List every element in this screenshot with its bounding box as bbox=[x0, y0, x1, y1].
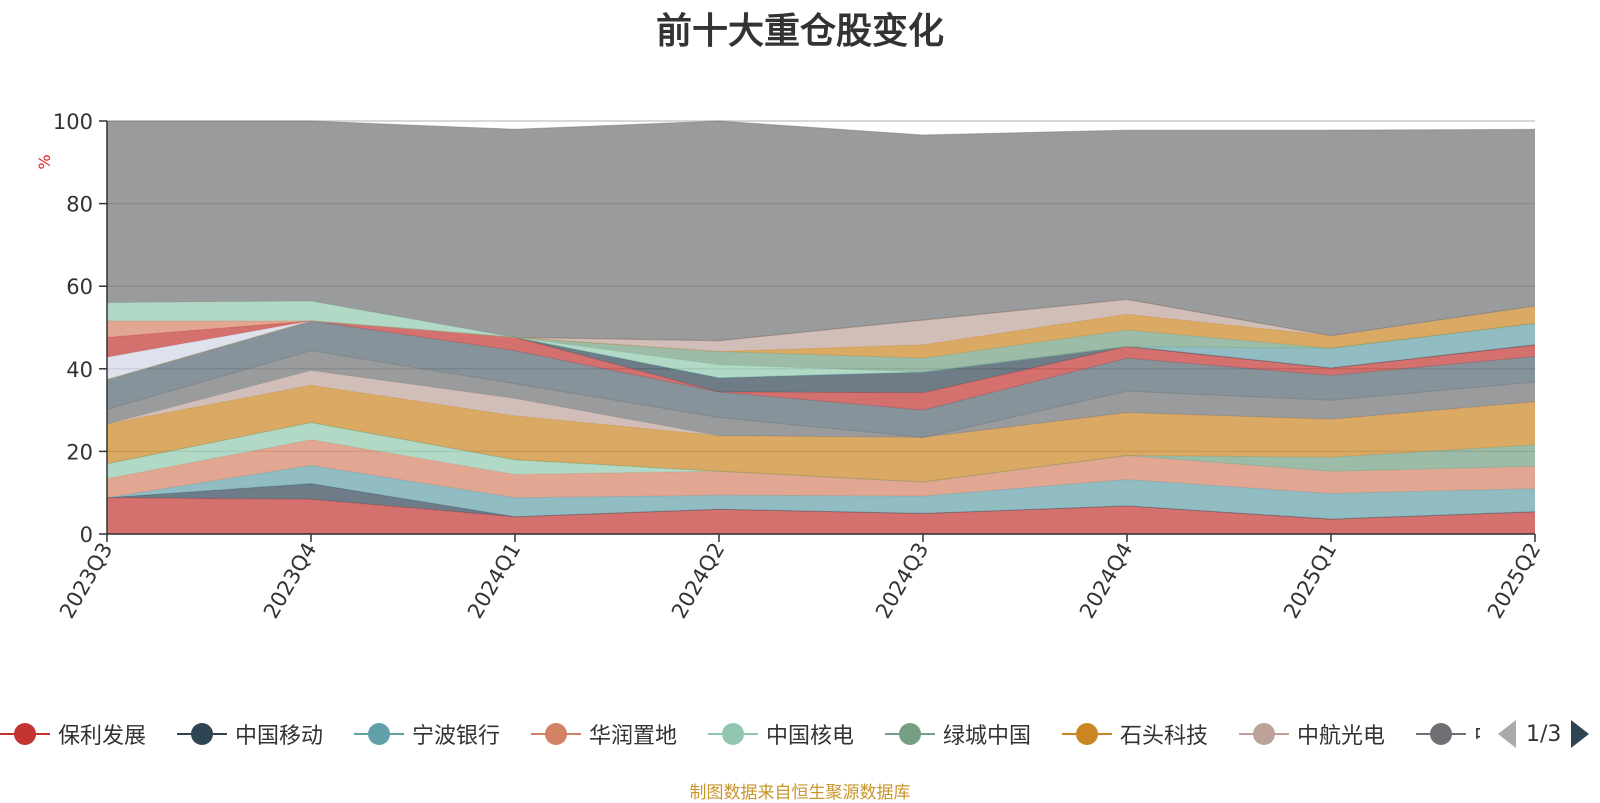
legend-item-保利发展[interactable]: 保利发展 bbox=[0, 714, 146, 754]
legend-marker-icon bbox=[354, 714, 404, 754]
y-tick-label-60: 60 bbox=[66, 275, 93, 299]
chart-title: 前十大重仓股变化 bbox=[655, 11, 944, 52]
area-layer bbox=[106, 120, 1536, 534]
legend-label: 石头科技 bbox=[1120, 724, 1209, 749]
y-tick-label-0: 0 bbox=[80, 523, 93, 547]
legend-item-中国太保[interactable]: 中国太保 bbox=[1416, 714, 1480, 754]
legend-pager: 1/3 bbox=[1498, 714, 1590, 754]
legend-item-石头科技[interactable]: 石头科技 bbox=[1062, 714, 1208, 754]
legend-marker-icon bbox=[1062, 714, 1112, 754]
area-series-宁波银行[interactable] bbox=[107, 465, 1535, 520]
legend-label: 中国太保 bbox=[1474, 718, 1480, 750]
y-axis-unit-label: % bbox=[35, 154, 54, 169]
legend-marker-icon bbox=[1416, 714, 1466, 754]
legend: 保利发展 中国移动 宁波银行 华润置地 中国核电 绿城中国 石头科技 中航光电 中国太保 1/3 bbox=[0, 714, 1600, 754]
area-series-其他[interactable] bbox=[107, 121, 1535, 341]
y-tick-label-40: 40 bbox=[66, 358, 93, 382]
legend-label: 华润置地 bbox=[589, 724, 678, 749]
area-series-中国核电[interactable] bbox=[107, 422, 1535, 483]
x-tick-label-2025Q1: 2025Q1 bbox=[1279, 539, 1341, 623]
legend-label: 中国核电 bbox=[766, 724, 855, 749]
legend-label: 宁波银行 bbox=[412, 724, 501, 749]
legend-marker-icon bbox=[531, 714, 581, 754]
area-series-招商蛇口[interactable] bbox=[107, 320, 1535, 438]
series-line-其他 bbox=[107, 120, 1536, 136]
legend-marker-icon bbox=[708, 714, 758, 754]
y-tick-label-20: 20 bbox=[66, 440, 93, 464]
x-tick-label-2023Q3: 2023Q3 bbox=[55, 539, 117, 623]
area-series-保利发展[interactable] bbox=[107, 497, 1535, 534]
y-tick-label-100: 100 bbox=[53, 110, 93, 134]
legend-marker-icon bbox=[0, 714, 50, 754]
legend-marker-icon bbox=[1239, 714, 1289, 754]
legend-item-中国移动[interactable]: 中国移动 bbox=[177, 714, 323, 754]
legend-next-page-icon[interactable] bbox=[1571, 720, 1590, 748]
area-series-中国移动[interactable] bbox=[107, 483, 1535, 520]
area-series-金地集团[interactable] bbox=[107, 299, 1535, 380]
legend-prev-page-icon[interactable] bbox=[1498, 720, 1516, 748]
legend-label: 保利发展 bbox=[58, 724, 147, 749]
legend-item-中航光电[interactable]: 中航光电 bbox=[1239, 714, 1385, 754]
area-series-华润置地[interactable] bbox=[107, 439, 1535, 498]
legend-label: 中国移动 bbox=[235, 724, 324, 749]
legend-label: 中航光电 bbox=[1297, 724, 1386, 749]
x-tick-label-2024Q2: 2024Q2 bbox=[667, 539, 729, 623]
y-tick-label-80: 80 bbox=[66, 193, 93, 217]
x-tick-label-2025Q2: 2025Q2 bbox=[1483, 539, 1545, 623]
legend-items: 保利发展 中国移动 宁波银行 华润置地 中国核电 绿城中国 石头科技 中航光电 中国太保 bbox=[0, 714, 1480, 754]
source-note: 制图数据来自恒生聚源数据库 bbox=[689, 783, 911, 803]
legend-item-中国核电[interactable]: 中国核电 bbox=[708, 714, 854, 754]
legend-item-华润置地[interactable]: 华润置地 bbox=[531, 714, 677, 754]
area-series-万科A[interactable] bbox=[107, 320, 1535, 411]
area-series-中国海外发展[interactable] bbox=[107, 299, 1535, 341]
area-series-华侨城A[interactable] bbox=[107, 306, 1535, 380]
x-tick-label-2024Q4: 2024Q4 bbox=[1075, 539, 1137, 623]
x-tick-label-2024Q3: 2024Q3 bbox=[871, 539, 933, 623]
legend-page-indicator: 1/3 bbox=[1526, 721, 1562, 747]
legend-marker-icon bbox=[177, 714, 227, 754]
legend-item-宁波银行[interactable]: 宁波银行 bbox=[354, 714, 500, 754]
area-series-石头科技[interactable] bbox=[107, 385, 1535, 482]
legend-label: 绿城中国 bbox=[943, 724, 1032, 749]
x-tick-label-2024Q1: 2024Q1 bbox=[463, 539, 525, 623]
legend-item-绿城中国[interactable]: 绿城中国 bbox=[885, 714, 1031, 754]
area-series-平安银行[interactable] bbox=[107, 320, 1535, 393]
area-series-长江电力[interactable] bbox=[107, 320, 1535, 380]
legend-marker-icon bbox=[885, 714, 935, 754]
x-tick-label-2023Q4: 2023Q4 bbox=[259, 539, 321, 623]
area-series-海尔智家[interactable] bbox=[107, 320, 1535, 380]
